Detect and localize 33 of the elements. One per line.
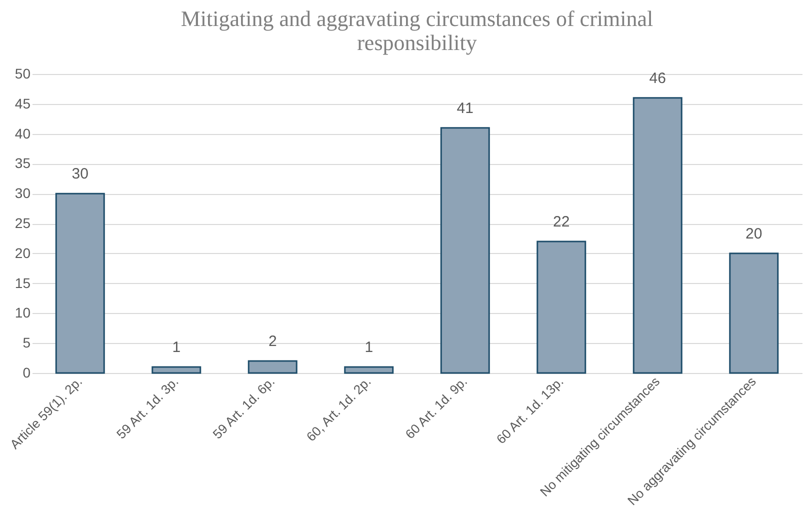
bar [536,240,586,374]
data-label: 1 [364,339,374,356]
bar [632,97,682,374]
data-label: 46 [649,70,666,87]
y-tick-label: 10 [14,304,31,321]
data-label: 2 [268,333,277,350]
data-label: 20 [746,225,762,242]
y-tick-label: 35 [14,155,31,172]
data-label: 1 [172,339,181,356]
data-label: 22 [553,213,570,230]
y-tick-label: 15 [14,274,31,291]
y-tick-label: 45 [14,95,31,112]
y-tick-label: 0 [22,364,31,380]
x-tick-label: 59 Art. 1d. 6p. [210,374,278,442]
bar [55,192,105,374]
bar [248,360,298,374]
y-tick-label: 40 [14,125,31,142]
x-tick-label: 59 Art. 1d. 3p. [113,374,182,442]
x-tick-label: 60 Art. 1d. 9p. [402,374,470,442]
y-tick-label: 30 [14,185,31,202]
y-tick-label: 5 [22,334,31,351]
bar [440,127,490,374]
bar [152,366,202,374]
bar [729,252,779,374]
y-tick-label: 20 [14,244,31,261]
x-tick-label: 60 Art. 1d. 13p. [493,374,566,447]
x-tick-label: 60, Art. 1d. 2p. [303,374,374,444]
data-label: 30 [72,166,88,183]
data-label: 41 [456,100,474,117]
y-tick-label: 25 [14,215,31,231]
bar [344,366,394,374]
chart-title: Mitigating and aggravating circumstances of criminal responsibility [180,6,654,55]
y-tick-label: 50 [14,66,31,82]
